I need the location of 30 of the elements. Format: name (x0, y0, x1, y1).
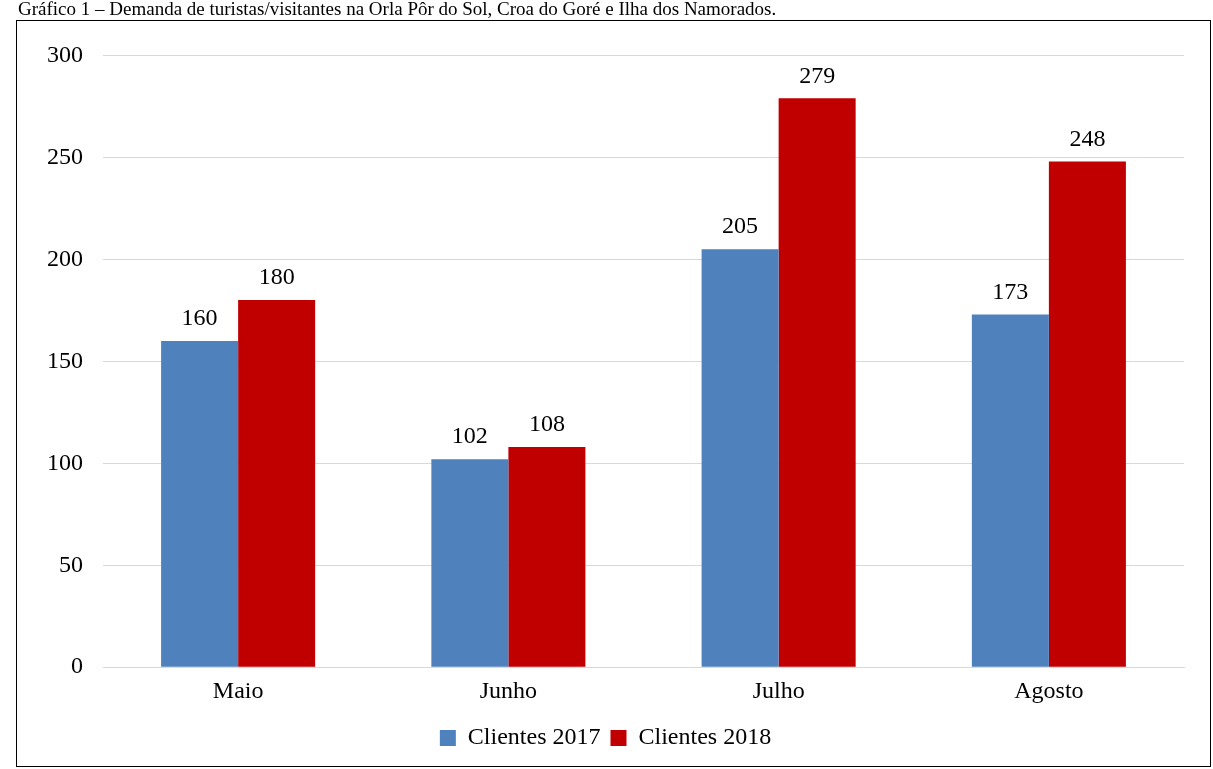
legend-label: Clientes 2017 (467, 723, 601, 750)
x-tick-label: Maio (212, 676, 264, 703)
y-tick-label: 150 (47, 346, 83, 373)
data-label: 108 (528, 410, 565, 437)
data-label: 180 (258, 263, 295, 290)
data-label: 205 (722, 212, 759, 239)
y-tick-label: 300 (47, 40, 83, 67)
y-tick-label: 0 (71, 652, 83, 679)
data-label: 173 (992, 277, 1029, 304)
bar (778, 98, 856, 667)
y-tick-label: 250 (47, 142, 83, 169)
legend-label: Clientes 2018 (638, 723, 772, 750)
bar (508, 446, 586, 667)
bar (971, 314, 1049, 667)
bar (701, 249, 779, 667)
y-tick-label: 50 (59, 550, 83, 577)
y-tick-label: 100 (47, 448, 83, 475)
x-tick-label: Junho (479, 676, 538, 703)
bar (1048, 161, 1126, 667)
data-label: 248 (1069, 124, 1106, 151)
bar (238, 300, 316, 667)
y-tick-label: 200 (47, 244, 83, 271)
chart-title: Gráfico 1 – Demanda de turistas/visitantes na Orla Pôr do Sol, Croa do Goré e Ilha dos Namorados. (17, 0, 778, 19)
data-label: 102 (451, 422, 488, 449)
data-label: 160 (181, 304, 218, 331)
data-label: 279 (799, 61, 836, 88)
x-tick-label: Julho (752, 676, 805, 703)
bar (161, 340, 239, 667)
x-tick-label: Agosto (1014, 676, 1084, 703)
bar (431, 459, 509, 667)
